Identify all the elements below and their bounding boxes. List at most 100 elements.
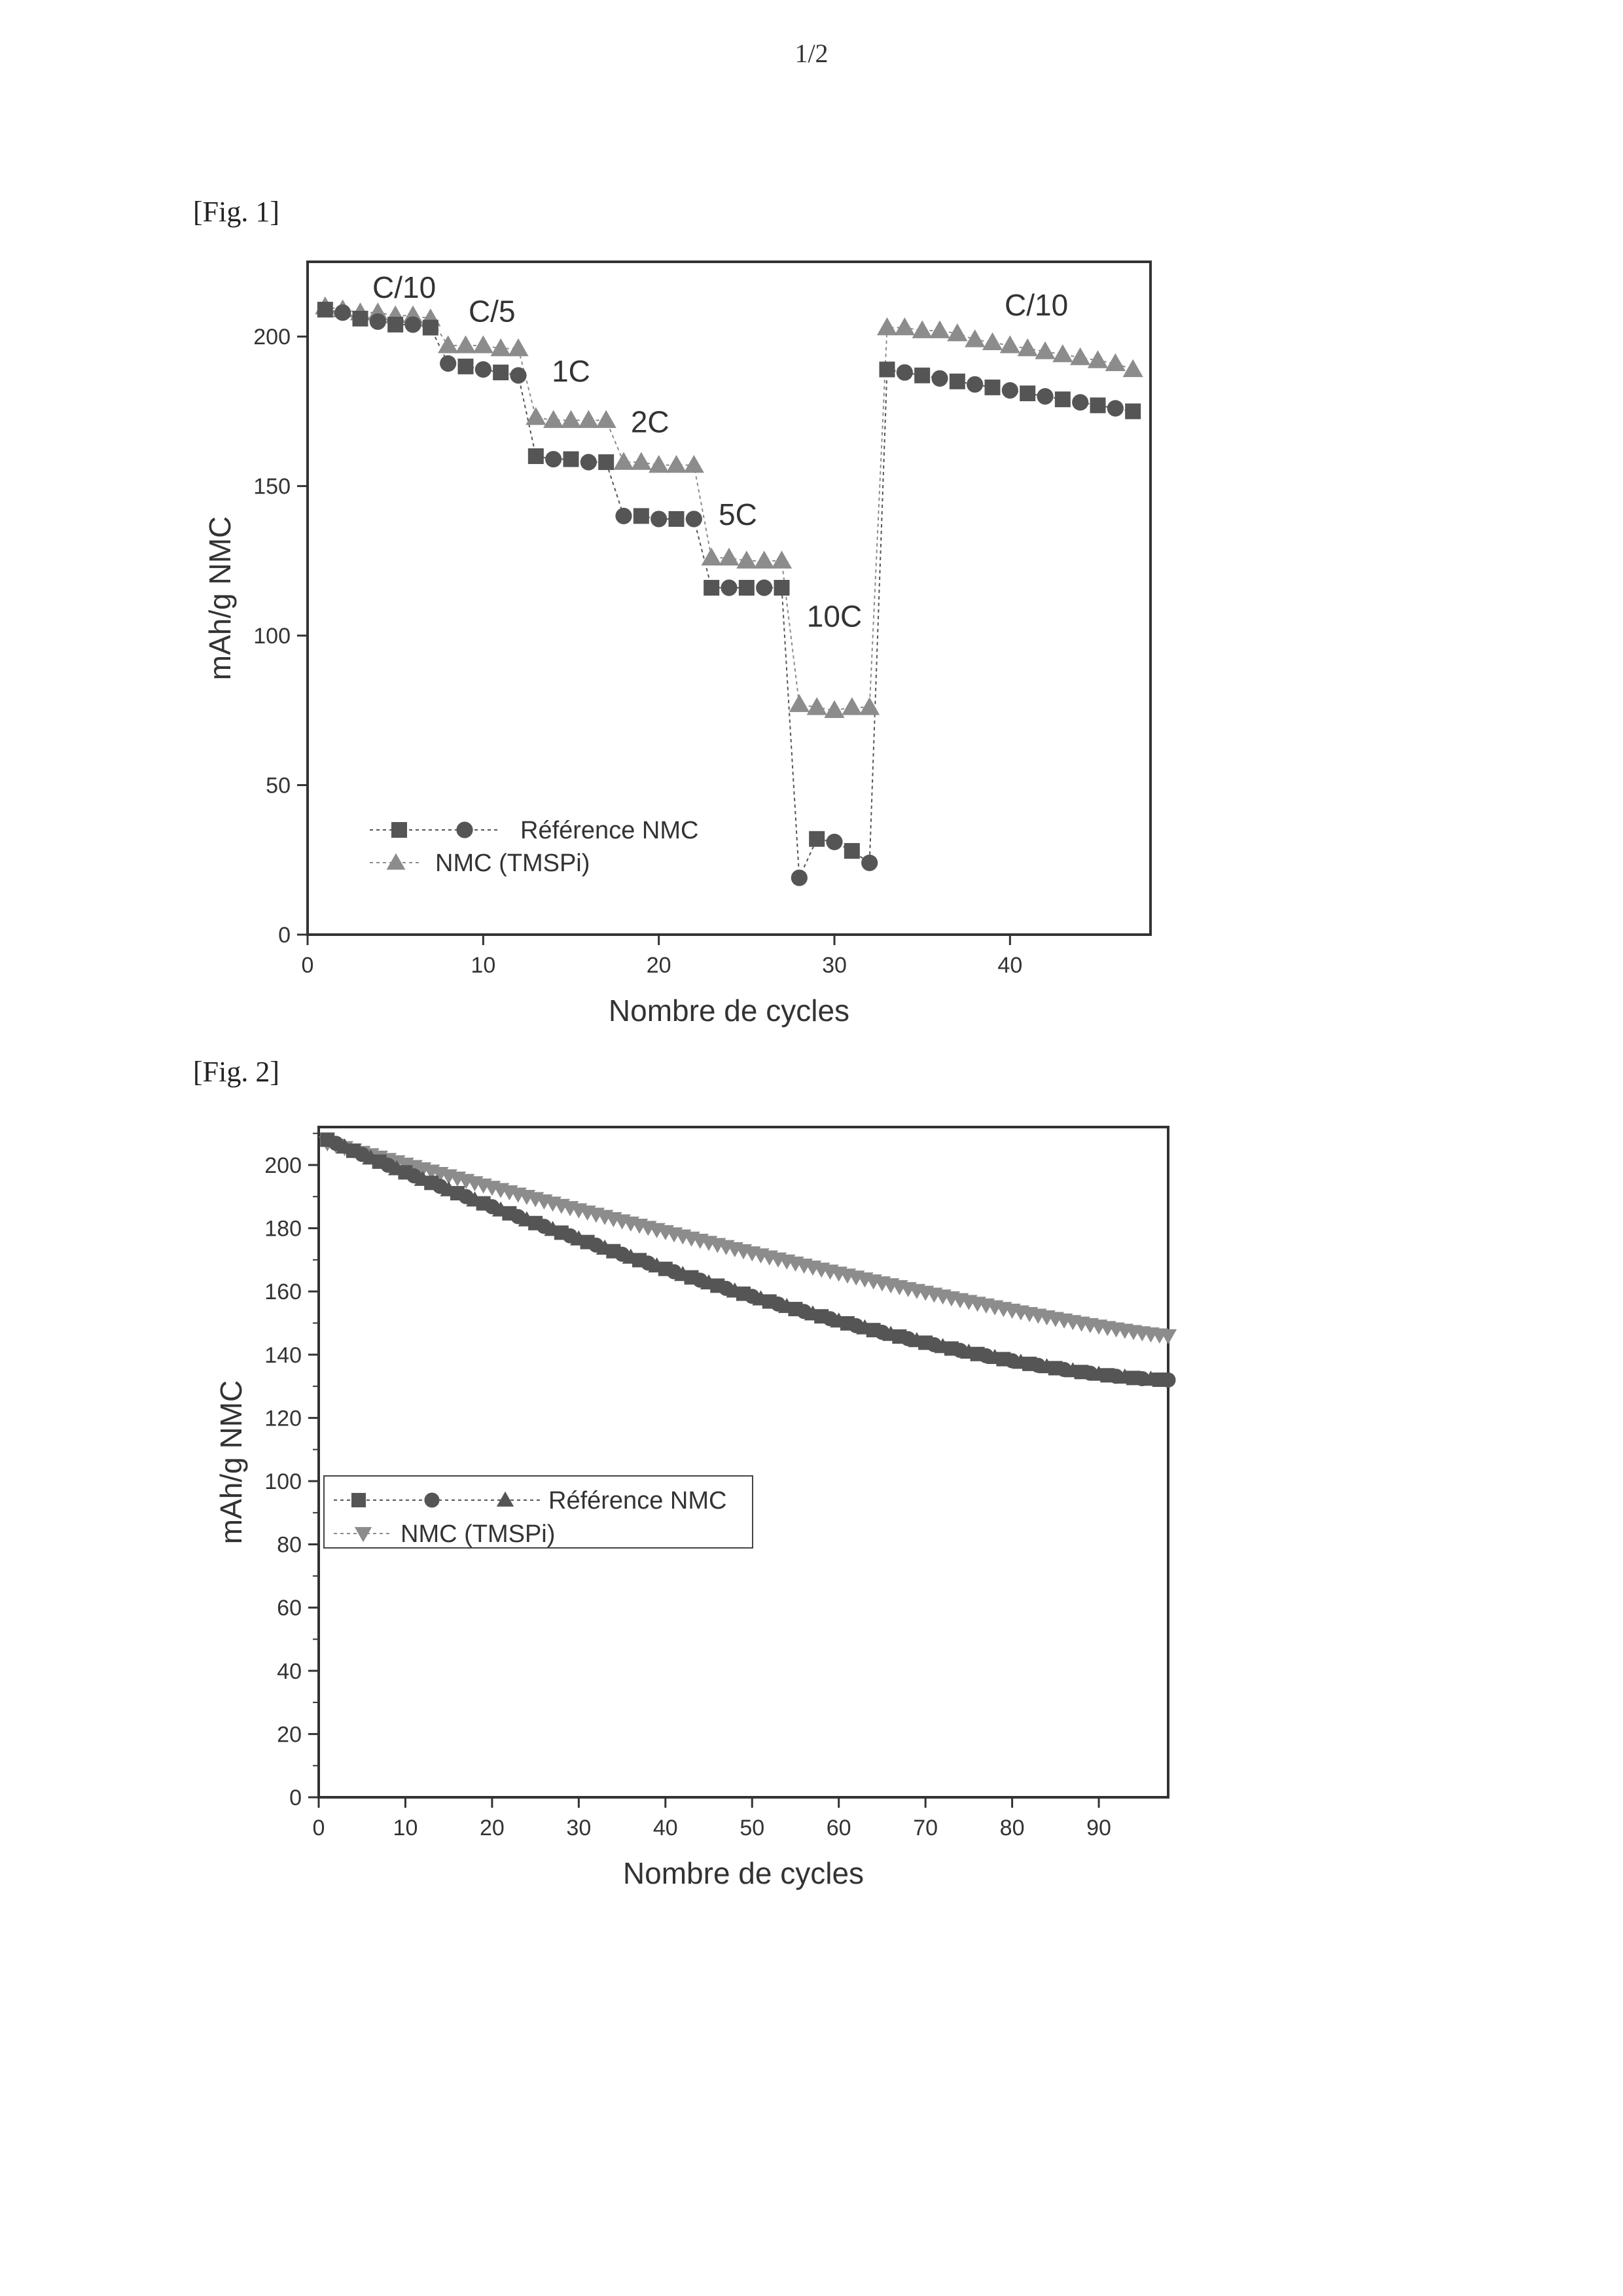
legend-label: Référence NMC [520, 817, 698, 844]
data-point-reference [774, 580, 790, 596]
data-point-reference [967, 376, 983, 393]
y-tick-label: 0 [289, 1785, 302, 1810]
data-point-reference [721, 579, 737, 596]
data-point-tmspi [631, 452, 651, 470]
legend-label: NMC (TMSPi) [401, 1520, 555, 1548]
data-point-tmspi [579, 410, 599, 428]
data-point-tmspi [877, 317, 897, 335]
legend-marker [391, 822, 407, 838]
rate-label: 1C [552, 354, 590, 388]
x-tick-label: 40 [653, 1816, 678, 1840]
data-point-tmspi [982, 332, 1003, 350]
y-tick-label: 40 [277, 1659, 302, 1684]
data-point-reference [440, 355, 456, 372]
plot-frame [319, 1127, 1168, 1797]
x-tick-label: 20 [647, 953, 671, 978]
data-point-tmspi [965, 329, 985, 347]
x-tick-label: 30 [566, 1816, 591, 1840]
figure-2-chart: 0102030405060708090020406080100120140160… [0, 1086, 1623, 1957]
data-point-reference [317, 302, 333, 317]
data-point-tmspi [561, 410, 581, 428]
x-tick-label: 0 [313, 1816, 325, 1840]
data-point-reference [985, 380, 1001, 395]
data-point-reference [1002, 382, 1018, 399]
data-point-reference [580, 454, 597, 471]
data-point-reference [598, 454, 614, 470]
y-tick-label: 60 [277, 1596, 302, 1621]
data-point-reference [1020, 386, 1035, 401]
data-point-tmspi [859, 697, 880, 715]
data-point-reference [826, 834, 842, 850]
y-tick-label: 100 [253, 624, 291, 649]
y-tick-label: 160 [264, 1280, 302, 1304]
data-point-reference [475, 361, 491, 378]
data-point-tmspi [508, 338, 528, 356]
data-point-reference [404, 316, 421, 332]
data-point-reference [615, 508, 632, 524]
rate-label: 10C [807, 599, 862, 633]
y-tick-label: 120 [264, 1406, 302, 1431]
legend-marker [387, 853, 406, 870]
data-point-reference [353, 311, 368, 327]
data-point-reference [950, 374, 965, 389]
data-point-tmspi [1123, 359, 1143, 377]
page-number: 1/2 [0, 38, 1623, 69]
data-point-tmspi [929, 320, 950, 338]
data-point-tmspi [526, 407, 546, 425]
data-point-tmspi [719, 548, 739, 565]
data-point-reference [897, 364, 913, 380]
data-point-reference [756, 579, 772, 596]
x-tick-label: 30 [822, 953, 847, 978]
x-tick-label: 20 [480, 1816, 505, 1840]
data-point-reference [1107, 400, 1124, 416]
data-point-reference [704, 580, 719, 596]
y-tick-label: 80 [277, 1533, 302, 1558]
data-point-reference [1037, 388, 1053, 404]
x-tick-label: 90 [1086, 1816, 1111, 1840]
y-tick-label: 200 [264, 1153, 302, 1178]
data-point-tmspi [789, 694, 810, 712]
data-point-reference [1055, 391, 1071, 407]
data-point-reference [528, 448, 544, 464]
data-point-tmspi [754, 550, 774, 568]
data-point-tmspi [772, 550, 792, 568]
rate-label: C/10 [372, 270, 436, 304]
y-tick-label: 150 [253, 475, 291, 499]
y-tick-label: 20 [277, 1722, 302, 1747]
data-point-tmspi [1105, 353, 1126, 371]
data-point-reference [739, 580, 755, 596]
y-tick-label: 100 [264, 1469, 302, 1494]
data-point-reference [387, 317, 403, 332]
data-point-tmspi [895, 317, 915, 335]
data-point-tmspi [455, 335, 476, 353]
data-point-tmspi [702, 548, 722, 565]
data-point-reference [1125, 403, 1141, 419]
y-tick-label: 200 [253, 325, 291, 350]
data-point-reference [931, 370, 948, 387]
y-tick-label: 0 [278, 923, 291, 948]
data-point-tmspi [473, 335, 493, 353]
y-tick-label: 180 [264, 1217, 302, 1242]
data-point-tmspi [736, 550, 757, 568]
figure-2-label: [Fig. 2] [193, 1055, 279, 1088]
x-axis-title: Nombre de cycles [609, 994, 849, 1028]
legend-marker [456, 821, 473, 838]
data-point-tmspi [1052, 344, 1073, 362]
data-point-tmspi [666, 455, 687, 473]
x-tick-label: 0 [302, 953, 314, 978]
plot-frame [308, 262, 1150, 935]
data-point-tmspi [1035, 341, 1055, 359]
data-point-reference [545, 451, 562, 467]
data-point-tmspi [596, 410, 616, 428]
y-tick-label: 50 [266, 774, 291, 798]
x-tick-label: 50 [740, 1816, 764, 1840]
data-point-reference [633, 508, 649, 524]
data-point-reference [423, 320, 438, 336]
y-tick-label: 140 [264, 1343, 302, 1368]
data-point-reference [844, 843, 860, 859]
data-point-tmspi [438, 335, 458, 353]
data-point-reference [1072, 394, 1088, 410]
data-point-tmspi [912, 320, 933, 338]
legend-marker [424, 1492, 439, 1507]
data-point-reference [669, 511, 685, 527]
